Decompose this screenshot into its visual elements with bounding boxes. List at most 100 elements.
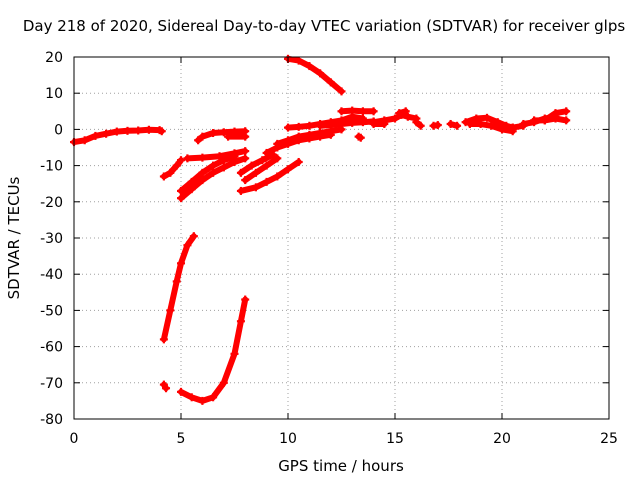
series-arc-23 <box>395 107 410 118</box>
series-arc-32 <box>540 114 571 125</box>
data-point <box>358 107 367 116</box>
data-point <box>123 126 132 135</box>
series-arc-28 <box>465 119 517 136</box>
data-point <box>166 168 175 177</box>
data-series <box>70 54 571 405</box>
data-point <box>159 172 168 181</box>
series-arc-12 <box>241 154 282 185</box>
data-point <box>209 161 218 170</box>
data-point <box>157 127 166 136</box>
data-point <box>498 121 506 130</box>
data-point <box>562 107 571 116</box>
y-tick-label: 10 <box>45 86 63 102</box>
data-point <box>102 129 111 138</box>
x-tick-label: 0 <box>70 431 79 447</box>
data-point <box>540 116 549 125</box>
x-tick-label: 20 <box>493 431 511 447</box>
data-point <box>177 194 185 203</box>
y-tick-label: -30 <box>40 231 63 247</box>
data-point <box>337 87 346 96</box>
x-tick-label: 5 <box>177 431 186 447</box>
data-point <box>326 78 335 87</box>
data-point <box>326 121 335 130</box>
series-arc-22 <box>369 119 389 128</box>
data-point <box>262 177 271 186</box>
data-point <box>305 130 314 139</box>
data-point <box>236 317 245 326</box>
data-point <box>519 119 528 128</box>
series-line <box>71 126 165 146</box>
chart-title: Day 218 of 2020, Sidereal Day-to-day VTE… <box>23 17 626 35</box>
x-tick-labels: 0 5 10 15 20 25 <box>70 431 618 447</box>
data-point <box>356 133 365 142</box>
series-arc-09 <box>194 127 250 145</box>
y-tick-label: -50 <box>40 303 63 319</box>
y-tick-label: -80 <box>40 412 63 428</box>
series-arc-19 <box>337 106 378 116</box>
data-point <box>183 154 192 163</box>
data-point <box>194 136 203 145</box>
data-point <box>369 119 378 128</box>
series-arc-13 <box>236 150 278 177</box>
data-point <box>476 119 485 128</box>
data-point <box>219 378 228 387</box>
data-point <box>433 121 442 130</box>
series-line <box>338 107 377 115</box>
data-point <box>348 118 357 127</box>
data-point <box>177 156 185 165</box>
x-axis-label: GPS time / hours <box>278 457 404 475</box>
data-point <box>241 154 250 163</box>
y-tick-label: -10 <box>40 159 63 175</box>
data-point <box>144 125 153 134</box>
data-point <box>241 132 250 141</box>
data-point <box>530 116 539 125</box>
y-tick-label: -60 <box>40 340 63 356</box>
data-point <box>465 119 474 128</box>
data-point <box>177 186 185 195</box>
data-point <box>219 163 228 172</box>
data-point <box>284 165 292 174</box>
series-arc-08 <box>183 147 250 163</box>
data-point <box>230 149 239 158</box>
data-point <box>112 127 121 136</box>
data-point <box>508 123 517 132</box>
data-point <box>198 176 207 185</box>
data-point <box>187 177 196 186</box>
data-point <box>236 186 245 195</box>
data-point <box>262 161 271 170</box>
data-point <box>395 109 404 118</box>
series-arc-01 <box>70 125 166 147</box>
series-arc-24 <box>412 118 425 130</box>
data-point <box>159 335 168 344</box>
data-point <box>369 107 378 116</box>
data-point <box>305 62 314 71</box>
x-tick-label: 10 <box>279 431 297 447</box>
data-point <box>284 123 292 132</box>
y-tick-label: 0 <box>54 122 63 138</box>
data-point <box>236 168 245 177</box>
series-line <box>160 233 197 343</box>
data-point <box>187 185 196 194</box>
series-arc-10 <box>224 132 250 141</box>
data-point <box>215 152 224 161</box>
data-point <box>337 119 346 128</box>
series-line <box>237 151 276 176</box>
y-tick-labels: 20 10 0 -10 -20 -30 -40 -50 -60 -70 -80 <box>40 50 63 428</box>
y-tick-label: -20 <box>40 195 63 211</box>
data-point <box>401 107 410 116</box>
data-point <box>380 119 389 128</box>
data-point <box>446 119 455 128</box>
data-point <box>177 387 185 396</box>
data-point <box>305 121 314 130</box>
data-point <box>562 116 571 125</box>
series-line <box>242 155 281 184</box>
data-point <box>241 176 250 185</box>
data-point <box>198 396 207 405</box>
data-point <box>172 277 181 286</box>
data-point <box>294 157 303 166</box>
data-point <box>134 126 143 135</box>
series-arc-25 <box>429 121 442 130</box>
data-point <box>251 183 260 192</box>
data-point <box>219 128 228 137</box>
